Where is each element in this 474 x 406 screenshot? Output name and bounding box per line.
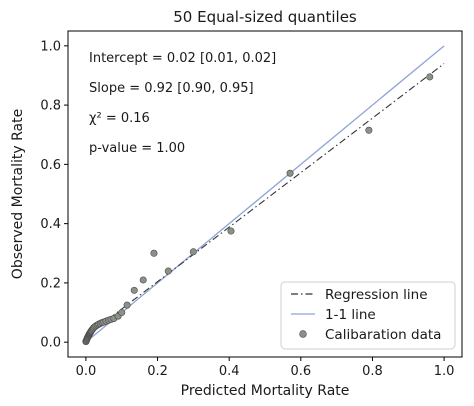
calibration-point: [139, 276, 147, 284]
x-axis: 0.0 0.2 0.4 0.6 0.8 1.0: [76, 357, 455, 379]
y-tick-label: 0.4: [40, 217, 61, 232]
statistic-annotation: χ² = 0.16: [89, 111, 150, 126]
calibration-point: [227, 227, 235, 235]
x-tick-label: 0.0: [76, 364, 97, 379]
calibration-point: [150, 249, 158, 257]
legend-entry: Calibaration data: [325, 327, 441, 343]
y-tick-label: 0.0: [40, 336, 61, 351]
calibration-point: [426, 73, 434, 81]
y-tick-label: 0.2: [40, 276, 61, 291]
x-tick-label: 0.2: [147, 364, 168, 379]
legend-entry: Regression line: [325, 287, 428, 303]
y-axis-label: Observed Mortality Rate: [10, 109, 26, 279]
calibration-point: [130, 286, 138, 294]
legend-box: [280, 281, 456, 350]
x-tick-label: 0.4: [219, 364, 240, 379]
calibration-point: [189, 248, 197, 256]
chart-title: 50 Equal-sized quantiles: [173, 8, 357, 26]
calibration-point: [123, 301, 131, 309]
regression-line: [85, 63, 445, 337]
statistic-annotation: p-value = 1.00: [89, 141, 185, 156]
legend-entry: 1-1 line: [325, 307, 376, 323]
x-tick-label: 0.8: [362, 364, 383, 379]
y-tick-label: 0.6: [40, 158, 61, 173]
calibration-point: [164, 267, 172, 275]
statistic-annotation: Slope = 0.92 [0.90, 0.95]: [89, 81, 254, 96]
plot-frame: [67, 30, 463, 358]
calibration-point: [365, 126, 373, 134]
statistic-annotation: Intercept = 0.02 [0.01, 0.02]: [89, 51, 276, 66]
x-axis-label: Predicted Mortality Rate: [181, 383, 350, 399]
x-tick-label: 0.6: [290, 364, 311, 379]
calibration-point: [286, 169, 294, 177]
legend-swatch: [299, 330, 307, 338]
statistics-annotations: Intercept = 0.02 [0.01, 0.02] Slope = 0.9…: [89, 51, 276, 156]
y-tick-label: 0.8: [40, 99, 61, 114]
identity-line: [85, 45, 445, 343]
y-tick-label: 1.0: [40, 39, 61, 54]
legend: Regression line 1-1 line Calibaration data: [280, 281, 456, 350]
y-axis: 0.0 0.2 0.4 0.6 0.8 1.0: [40, 39, 68, 351]
x-tick-label: 1.0: [434, 364, 455, 379]
plot-area: [82, 45, 445, 346]
calibration-point: [118, 309, 126, 317]
